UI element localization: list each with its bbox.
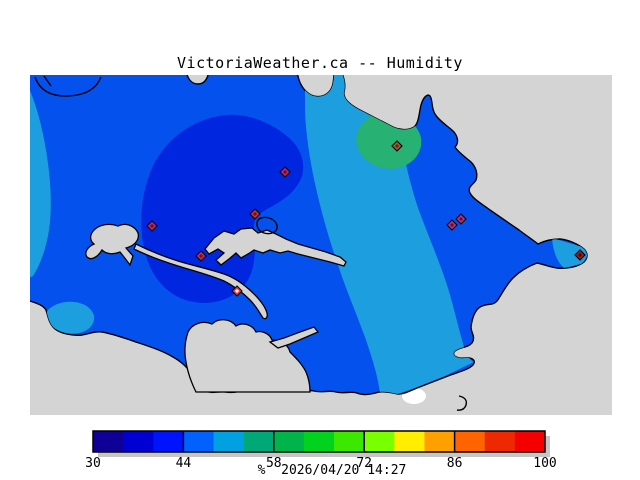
station-marker-center	[235, 289, 239, 293]
station-marker-center	[450, 223, 454, 227]
bird-water-body	[85, 223, 140, 267]
colorbar-segment	[273, 431, 305, 452]
station-marker-center	[253, 212, 257, 216]
colorbar-tick-label: 72	[356, 456, 372, 471]
colorbar-border	[92, 430, 546, 453]
colorbar-segment	[213, 431, 245, 452]
station-marker-center	[150, 224, 154, 228]
saanich-inlet-hand-water	[204, 227, 347, 267]
station-marker-center	[395, 144, 399, 148]
lower-left-cyan-patch	[46, 301, 95, 334]
colorbar-segment	[514, 431, 546, 452]
bottom-squiggle	[456, 395, 468, 411]
colorbar-segment	[394, 431, 425, 452]
colorbar-segment	[454, 431, 486, 452]
colorbar-segment	[303, 431, 335, 452]
colorbar-segment	[183, 431, 215, 452]
left-edge-band-region	[30, 86, 51, 278]
station-marker-center	[578, 253, 582, 257]
low-humidity-core-region	[141, 114, 304, 303]
colorbar-tick-label: 100	[533, 456, 556, 471]
page-title: VictoriaWeather.ca -- Humidity	[177, 54, 463, 72]
colorbar-segment	[243, 431, 275, 452]
topleft-coast-arc	[34, 76, 102, 97]
colorbar-segment	[484, 431, 516, 452]
colorbar-scale: 30 44 58 72 86 100	[85, 430, 557, 471]
topleft-coast-tick	[43, 75, 52, 87]
station-marker-center	[283, 170, 287, 174]
humidity-band-region	[305, 75, 474, 394]
pond-outline	[256, 216, 278, 235]
channel-water	[133, 243, 268, 320]
colorbar-segment	[123, 431, 154, 452]
colorbar-tick-label: 58	[266, 456, 282, 471]
colorbar-segment	[424, 431, 456, 452]
map-plot-area	[30, 75, 612, 415]
peninsula-tip-cyan-patch	[552, 238, 587, 268]
colorbar-segment	[364, 431, 395, 452]
station-marker-center	[459, 217, 463, 221]
lakes-arm-water	[268, 326, 320, 349]
colorbar-segment	[93, 431, 124, 452]
colorbar-tick-label: 86	[447, 456, 463, 471]
colorbar-tick-label: 44	[176, 456, 192, 471]
colorbar-tick-label: 30	[85, 456, 101, 471]
colorbar-segment	[334, 431, 365, 452]
station-marker-center	[199, 254, 203, 258]
station-markers	[146, 140, 586, 297]
colorbar-segment	[153, 431, 184, 452]
colorbar-caption: % 2026/04/20 14:27	[258, 463, 407, 478]
